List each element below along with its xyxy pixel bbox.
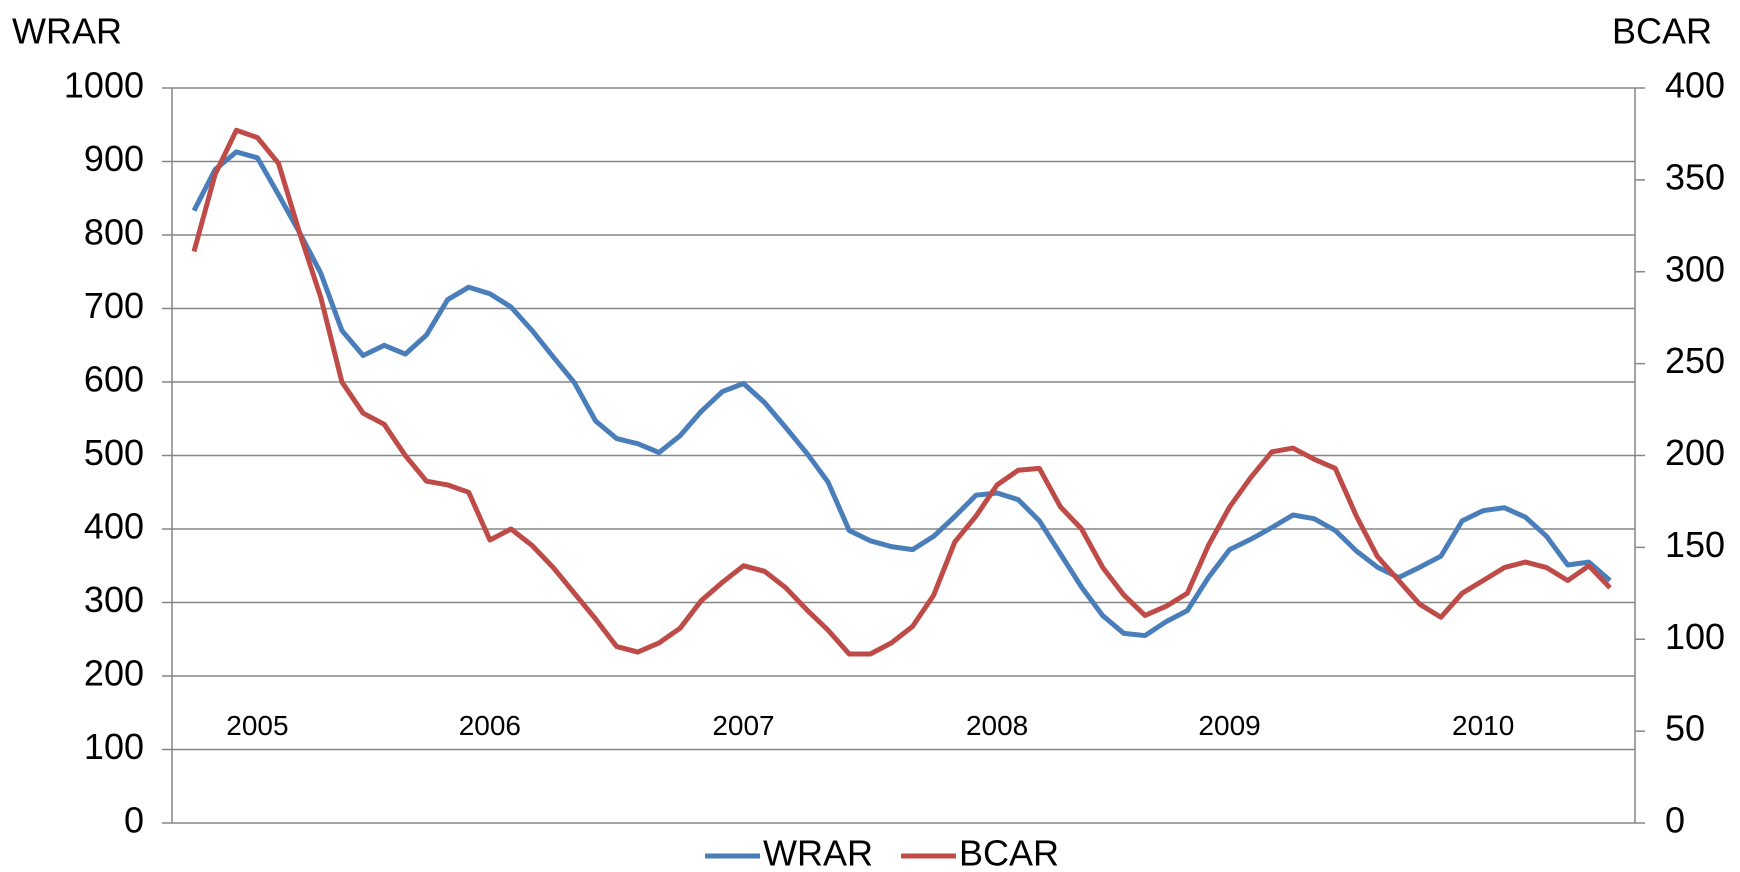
- y2-tick-label: 350: [1665, 156, 1725, 197]
- x-tick-label: 2009: [1198, 710, 1260, 741]
- y2-axis-title: BCAR: [1612, 11, 1712, 52]
- x-tick-label: 2007: [712, 710, 774, 741]
- series-line: [191, 127, 1612, 657]
- y-tick-label: 1000: [64, 65, 144, 106]
- y-tick-label: 700: [84, 285, 144, 326]
- y2-tick-label: 400: [1665, 65, 1725, 106]
- y2-tick-label: 200: [1665, 432, 1725, 473]
- y-tick-label: 0: [124, 800, 144, 841]
- x-tick-label: 2010: [1452, 710, 1514, 741]
- y-tick-label: 300: [84, 579, 144, 620]
- y2-tick-label: 150: [1665, 524, 1725, 565]
- x-tick-label: 2008: [966, 710, 1028, 741]
- y2-tick-label: 250: [1665, 340, 1725, 381]
- y-tick-label: 800: [84, 212, 144, 253]
- series-line: [191, 149, 1612, 639]
- y2-tick-label: 100: [1665, 616, 1725, 657]
- x-tick-label: 2005: [226, 710, 288, 741]
- y-tick-label: 900: [84, 138, 144, 179]
- y-tick-label: 500: [84, 432, 144, 473]
- y2-tick-label: 50: [1665, 708, 1705, 749]
- y-tick-label: 100: [84, 726, 144, 767]
- y-axis-title: WRAR: [12, 11, 122, 52]
- y2-tick-label: 300: [1665, 248, 1725, 289]
- legend-label: BCAR: [959, 833, 1059, 872]
- y-tick-label: 400: [84, 506, 144, 547]
- y2-tick-label: 0: [1665, 800, 1685, 841]
- y-tick-label: 600: [84, 359, 144, 400]
- legend-label: WRAR: [763, 833, 873, 872]
- x-tick-label: 2006: [459, 710, 521, 741]
- y-tick-label: 200: [84, 653, 144, 694]
